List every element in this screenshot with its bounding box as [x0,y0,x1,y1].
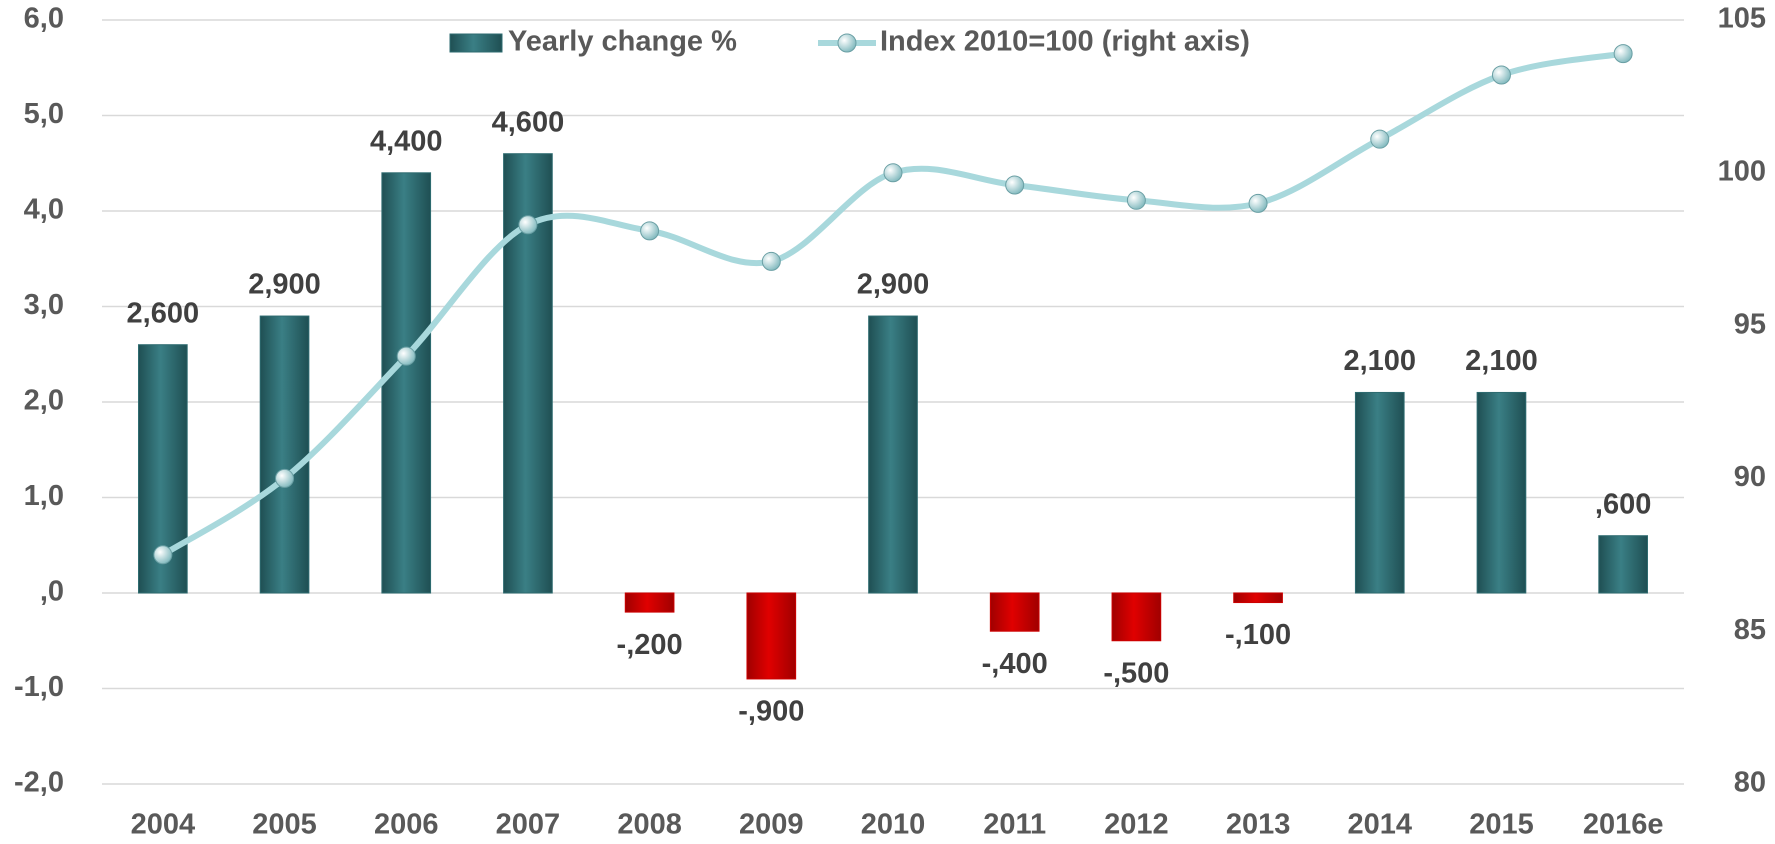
y-tick-label: 2,0 [24,385,64,417]
line-marker [1248,193,1268,213]
line-marker [275,468,295,488]
y-tick-label: -1,0 [14,671,64,703]
y-tick-label: 1,0 [24,480,64,512]
x-tick-label: 2015 [1469,809,1534,841]
line-marker [1126,190,1146,210]
legend-label: Yearly change % [508,26,737,58]
line-marker [396,346,416,366]
x-tick-label: 2008 [617,809,682,841]
data-label: -,900 [738,696,804,728]
x-tick-label: 2013 [1226,809,1291,841]
y2-tick-label: 80 [1734,767,1766,799]
legend-swatch [837,33,857,53]
y2-tick-label: 95 [1734,308,1766,340]
y2-tick-label: 105 [1718,3,1766,35]
x-tick-label: 2016e [1583,809,1664,841]
bar [1598,535,1648,594]
data-label: ,600 [1595,488,1651,520]
y2-tick-label: 90 [1734,461,1766,493]
line-marker [1491,65,1511,85]
x-tick-label: 2010 [861,809,926,841]
bar [746,592,797,680]
data-label: -,200 [617,629,683,661]
data-label: -,400 [982,648,1048,680]
bar [1354,391,1405,594]
data-label: -,100 [1225,619,1291,651]
y-tick-label: 3,0 [24,289,64,321]
line-marker [1613,44,1633,64]
legend-label: Index 2010=100 (right axis) [880,26,1250,58]
data-label: 4,600 [492,106,565,138]
data-label: 2,900 [857,269,930,301]
x-tick-label: 2004 [131,809,196,841]
y2-tick-label: 100 [1718,155,1766,187]
y-tick-label: 5,0 [24,98,64,130]
x-tick-label: 2006 [374,809,439,841]
bar [868,315,918,594]
bar [1233,592,1283,604]
x-tick-label: 2007 [496,809,561,841]
bar [989,592,1040,632]
line-marker [883,163,903,183]
line-marker [153,545,173,565]
y-tick-label: -2,0 [14,767,64,799]
x-tick-label: 2009 [739,809,804,841]
data-label: 2,900 [248,269,321,301]
line-marker [761,251,781,271]
x-tick-label: 2011 [983,809,1046,841]
data-label: 4,400 [370,125,443,157]
bar [1111,592,1162,642]
bar [259,315,310,594]
data-label: 2,100 [1465,345,1538,377]
x-tick-label: 2014 [1348,809,1413,841]
line-marker [1005,175,1025,195]
bar [1476,391,1527,594]
bar [624,592,675,613]
line-marker [640,221,660,241]
bar [381,172,432,594]
data-label: -,500 [1103,657,1169,689]
y-tick-label: 6,0 [24,3,64,35]
data-label: 2,100 [1343,345,1416,377]
data-label: 2,600 [127,297,200,329]
y-tick-label: 4,0 [24,194,64,226]
x-tick-label: 2005 [252,809,317,841]
y-tick-label: ,0 [40,576,64,608]
y2-tick-label: 85 [1734,614,1766,646]
line-marker [518,215,538,235]
legend-swatch [449,33,503,53]
line-marker [1370,129,1390,149]
x-tick-label: 2012 [1104,809,1169,841]
